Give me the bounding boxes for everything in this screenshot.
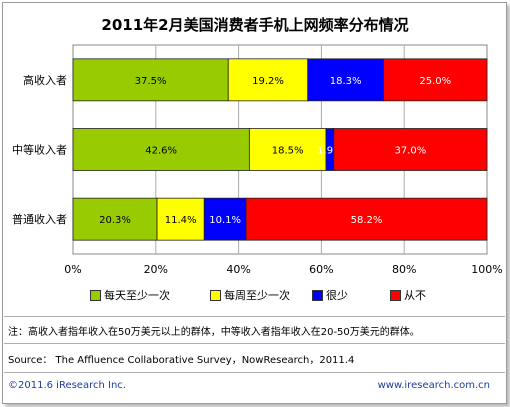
x-tick-label: 20% bbox=[144, 263, 168, 276]
legend-label: 每周至少一次 bbox=[224, 289, 290, 302]
data-label: 19.2% bbox=[252, 76, 284, 87]
x-tick-label: 40% bbox=[226, 263, 250, 276]
legend-swatch bbox=[210, 289, 221, 301]
divider-middle bbox=[4, 343, 505, 344]
bar-segment bbox=[72, 197, 158, 241]
legend-item: 从不 bbox=[390, 287, 426, 303]
data-label: 37.5% bbox=[135, 76, 167, 87]
divider-bottom bbox=[4, 372, 505, 373]
legend-item: 很少 bbox=[312, 287, 348, 303]
bar-segment bbox=[156, 197, 205, 241]
x-tick-label: 100% bbox=[471, 263, 502, 276]
legend-swatch bbox=[312, 289, 323, 301]
copyright-text: ©2011.6 iResearch Inc. bbox=[8, 380, 126, 391]
category-label: 高收入者 bbox=[23, 73, 67, 87]
bar-segment bbox=[383, 58, 488, 102]
legend-item: 每周至少一次 bbox=[210, 287, 290, 303]
chart-title: 2011年2月美国消费者手机上网频率分布情况 bbox=[101, 16, 409, 34]
x-tick-label: 60% bbox=[309, 263, 333, 276]
bar-segment bbox=[203, 197, 247, 241]
website-text: www.iresearch.com.cn bbox=[377, 380, 490, 391]
category-label: 中等收入者 bbox=[12, 143, 67, 157]
data-label: 18.5% bbox=[272, 146, 304, 157]
data-label: 42.6% bbox=[145, 146, 177, 157]
legend-label: 每天至少一次 bbox=[104, 289, 170, 302]
data-label: 58.2% bbox=[351, 215, 383, 226]
bar-segment bbox=[333, 128, 488, 171]
category-label: 普通收入者 bbox=[12, 212, 67, 226]
bar-segment bbox=[72, 128, 250, 171]
bar-segment bbox=[227, 58, 309, 102]
data-label: 10.1% bbox=[209, 215, 241, 226]
data-label: 11.4% bbox=[165, 215, 197, 226]
footnote: 注：高收入者指年收入在50万美元以上的群体，中等收入者指年收入在20-50万美元… bbox=[8, 327, 420, 338]
data-label: 25.0% bbox=[419, 76, 451, 87]
legend-label: 很少 bbox=[326, 289, 348, 302]
data-label: 37.0% bbox=[395, 146, 427, 157]
data-label: 20.3% bbox=[99, 215, 131, 226]
legend: 每天至少一次 每周至少一次 很少 从不 bbox=[90, 287, 490, 303]
source-text: Source： The Affluence Collaborative Surv… bbox=[8, 355, 355, 366]
data-label: 18.3% bbox=[330, 76, 362, 87]
legend-swatch bbox=[390, 289, 401, 301]
legend-item: 每天至少一次 bbox=[90, 287, 170, 303]
bar-segment bbox=[245, 197, 488, 241]
legend-label: 从不 bbox=[404, 289, 426, 302]
bar-segment bbox=[72, 58, 229, 102]
bar-segment bbox=[307, 58, 384, 102]
data-label: 1.9% bbox=[317, 146, 342, 157]
x-tick-label: 0% bbox=[64, 263, 81, 276]
legend-swatch bbox=[90, 289, 101, 301]
x-tick-label: 80% bbox=[392, 263, 416, 276]
divider-top bbox=[4, 316, 505, 317]
